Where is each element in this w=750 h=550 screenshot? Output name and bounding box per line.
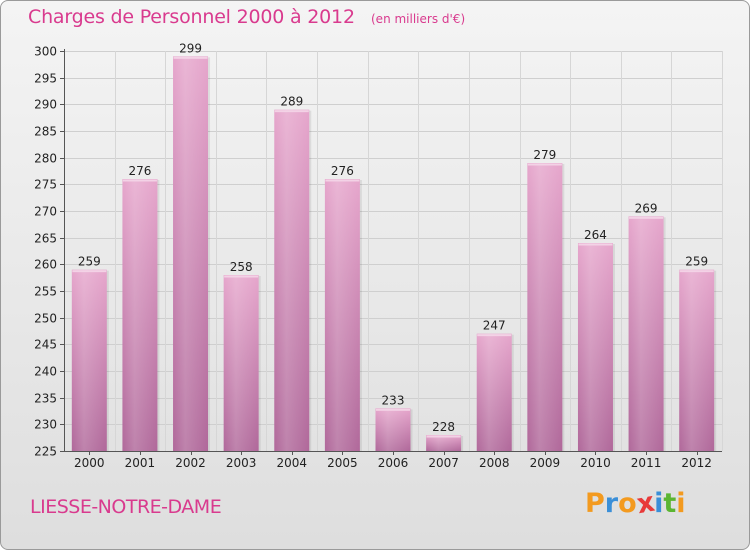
y-tick-label: 280 (34, 152, 57, 166)
data-label: 233 (382, 393, 405, 407)
x-tick-label: 2000 (74, 456, 105, 470)
bar-top-edge (72, 270, 107, 273)
proxiti-logo[interactable]: Proxiti (585, 487, 686, 521)
data-label: 289 (280, 95, 303, 109)
x-tick-label: 2010 (580, 456, 611, 470)
bar-highlight (628, 216, 664, 451)
x-tick-label: 2009 (530, 456, 561, 470)
x-tick-label: 2007 (428, 456, 459, 470)
bar-top-edge (578, 243, 613, 246)
y-tick-label: 235 (34, 392, 57, 406)
x-tick-label: 2011 (631, 456, 662, 470)
bar-top-edge (629, 216, 664, 219)
axes (60, 49, 722, 455)
bar-top-edge (122, 179, 157, 182)
data-label: 264 (584, 228, 607, 242)
y-tick-label: 295 (34, 72, 57, 86)
y-tick-label: 265 (34, 232, 57, 246)
bar-top-edge (224, 275, 259, 278)
bar-highlight (476, 333, 512, 451)
tick-labels: 225 230 235 240 245 250 255 260 265 270 275 280 285 2… (34, 45, 712, 471)
y-tick-label: 245 (34, 338, 57, 352)
data-labels: 259 276 299 258 289 276 233 228 247 279 264 269 259 (78, 41, 708, 434)
data-label: 259 (78, 255, 101, 269)
bar-highlight (324, 179, 360, 451)
bar-top-edge (477, 334, 512, 337)
data-label: 247 (483, 319, 506, 333)
bar-highlight (375, 408, 411, 451)
data-label: 259 (685, 255, 708, 269)
x-tick-label: 2008 (479, 456, 510, 470)
bar-highlight (679, 269, 715, 451)
bar-top-edge (173, 56, 208, 59)
y-tick-label: 250 (34, 312, 57, 326)
logo-letter: o (618, 488, 637, 519)
data-label: 299 (179, 41, 202, 55)
y-tick-label: 240 (34, 365, 57, 379)
y-tick-label: 255 (34, 285, 57, 299)
chart-subtitle: (en milliers d'€) (371, 12, 466, 26)
x-tick-label: 2012 (681, 456, 712, 470)
bar-top-edge (527, 163, 562, 166)
data-label: 276 (128, 164, 151, 178)
y-tick-label: 270 (34, 205, 57, 219)
y-tick-label: 230 (34, 418, 57, 432)
x-tick-label: 2002 (175, 456, 206, 470)
data-label: 228 (432, 420, 455, 434)
place-name: LIESSE-NOTRE-DAME (30, 496, 222, 518)
bar-top-edge (274, 110, 309, 113)
bar-highlight (122, 179, 158, 451)
x-tick-label: 2001 (125, 456, 156, 470)
y-tick-label: 285 (34, 125, 57, 139)
bar-top-edge (679, 270, 714, 273)
bar-top-edge (376, 408, 410, 411)
logo-letter: t (663, 488, 677, 519)
bar-highlight (527, 163, 563, 451)
data-label: 279 (533, 148, 556, 162)
bar-highlight (223, 275, 259, 451)
grid-lines (64, 51, 723, 452)
bar-highlight (426, 435, 462, 451)
bar-highlight (274, 109, 310, 452)
data-label: 276 (331, 164, 354, 178)
bar-highlight (71, 269, 107, 451)
x-tick-label: 2003 (226, 456, 257, 470)
y-tick-label: 300 (34, 45, 57, 59)
bar-top-edge (325, 179, 360, 182)
bar-highlight (173, 56, 209, 451)
data-label: 269 (635, 201, 658, 215)
x-tick-label: 2004 (276, 456, 307, 470)
y-tick-label: 290 (34, 98, 57, 112)
y-tick-label: 275 (34, 178, 57, 192)
y-tick-label: 260 (34, 258, 57, 272)
x-tick-label: 2006 (378, 456, 409, 470)
bar-highlight (577, 243, 613, 451)
bars (71, 56, 717, 452)
logo-letter: r (604, 488, 619, 519)
data-label: 258 (230, 260, 253, 274)
bar-top-edge (426, 435, 461, 438)
logo-letter: i (676, 488, 686, 519)
y-tick-label: 225 (34, 445, 57, 459)
logo-letter: P (585, 488, 605, 519)
logo-letter: i (654, 488, 664, 519)
chart-title: Charges de Personnel 2000 à 2012 (28, 6, 355, 28)
x-tick-label: 2005 (327, 456, 358, 470)
